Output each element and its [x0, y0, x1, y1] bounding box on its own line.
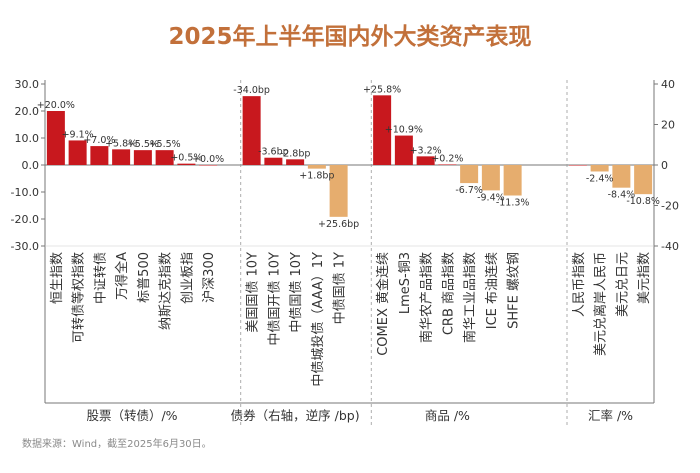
- category-label: CRB 商品指数: [441, 252, 456, 335]
- data-label: +20.0%: [37, 100, 75, 111]
- right-tick-label: -40: [661, 240, 679, 253]
- data-label: +5.8%: [105, 138, 137, 149]
- category-label: 纳斯达克指数: [159, 252, 174, 330]
- data-label: +0.0%: [192, 154, 224, 165]
- category-label: 中债国债 1Y: [333, 252, 348, 324]
- left-tick-label: -20.0: [11, 213, 39, 226]
- data-label: +9.1%: [62, 129, 94, 140]
- category-label: 中债国债 10Y: [289, 252, 304, 333]
- bar: [373, 95, 392, 165]
- bar: [612, 165, 631, 188]
- bar: [90, 146, 109, 165]
- data-label: -11.3%: [496, 198, 530, 209]
- bar: [481, 165, 500, 191]
- category-label: 南华工业品指数: [462, 252, 478, 343]
- bar: [46, 111, 65, 165]
- data-label: +5.5%: [127, 139, 159, 150]
- group-label: 股票（转债）/%: [86, 408, 177, 423]
- category-label: 万得全A: [114, 252, 130, 300]
- bar: [68, 140, 87, 165]
- category-label: 美元兑日元: [615, 252, 630, 317]
- source-note: 数据来源：Wind，截至2025年6月30日。: [22, 437, 212, 450]
- left-tick-label: 30.0: [15, 78, 40, 91]
- bar: [177, 163, 196, 165]
- category-label: SHFE 螺纹钢: [507, 252, 522, 329]
- data-label: -8.4%: [608, 190, 636, 201]
- left-tick-label: -10.0: [11, 186, 39, 199]
- data-label: -10.8%: [626, 196, 660, 207]
- category-label: 沪深300: [201, 252, 217, 303]
- category-label: 美元兑离岸人民币: [593, 252, 609, 356]
- bar: [590, 165, 609, 172]
- data-label: -6.7%: [455, 185, 483, 196]
- left-tick-label: 10.0: [15, 132, 40, 145]
- bar: [264, 157, 283, 165]
- bars: [46, 95, 653, 217]
- bar: [503, 165, 522, 196]
- right-tick-label: 40: [661, 78, 675, 91]
- group-label: 债券（右轴，逆序 /bp): [231, 408, 360, 423]
- category-label: 美元指数: [637, 252, 652, 304]
- data-label: -3.6bp: [258, 147, 289, 158]
- data-label: +5.5%: [149, 139, 181, 150]
- data-label: +1.8bp: [299, 171, 334, 182]
- left-tick-label: -30.0: [11, 240, 39, 253]
- category-label: LmeS-铜3: [398, 252, 413, 314]
- bar: [460, 165, 479, 184]
- bar: [286, 159, 305, 165]
- group-labels: 股票（转债）/% 债券（右轴，逆序 /bp) 商品 /% 汇率 /%: [86, 408, 633, 423]
- bar: [634, 165, 653, 195]
- data-label: -9.4%: [477, 192, 505, 203]
- category-label: 恒生指数: [50, 252, 65, 304]
- data-label: -34.0bp: [233, 85, 270, 96]
- category-label: 标普500: [137, 252, 152, 303]
- right-tick-label: 0: [661, 159, 668, 172]
- bar: [155, 150, 174, 165]
- category-label: 创业板指: [180, 252, 195, 304]
- group-label: 汇率 /%: [588, 408, 633, 423]
- category-labels: 恒生指数 可转债等权指数 中证转债 万得全A 标普500 纳斯达克指数 创业板指 沪深300 美…: [50, 252, 652, 387]
- right-tick-label: -20: [661, 200, 679, 213]
- group-label: 商品 /%: [425, 408, 470, 423]
- bar: [329, 165, 348, 217]
- bar: [394, 135, 413, 165]
- category-label: 中债城投债（AAA）1Y: [310, 252, 326, 387]
- data-label: -2.4%: [586, 173, 614, 184]
- category-label: 可转债等权指数: [71, 252, 87, 343]
- bar: [112, 149, 131, 165]
- data-label: +25.6bp: [318, 219, 359, 230]
- data-label: +7.0%: [83, 135, 115, 146]
- data-label: +0.5%: [170, 153, 202, 164]
- bar: [199, 165, 218, 166]
- data-label: +25.8%: [363, 84, 401, 95]
- left-tick-label: 0.0: [22, 159, 40, 172]
- right-tick-label: 20: [661, 119, 675, 132]
- data-labels: +20.0%+9.1%+7.0%+5.8%+5.5%+5.5%+0.5%+0.0…: [37, 84, 660, 230]
- bar: [416, 156, 435, 165]
- category-label: 人民币指数: [572, 252, 587, 317]
- bar: [568, 165, 587, 166]
- bar: [242, 96, 261, 165]
- category-label: 中债国开债 10Y: [267, 252, 282, 346]
- category-label: COMEX 黄金连续: [375, 252, 391, 356]
- category-label: 南华农产品指数: [419, 252, 435, 343]
- data-label: +10.9%: [385, 125, 423, 136]
- data-label: +3.2%: [410, 145, 442, 156]
- chart-title: 2025年上半年国内外大类资产表现: [168, 23, 531, 50]
- data-label: +0.2%: [431, 153, 463, 164]
- bar: [307, 165, 326, 169]
- bar: [438, 164, 457, 165]
- left-tick-label: 20.0: [15, 105, 40, 118]
- category-label: 美国国债 10Y: [246, 252, 261, 333]
- bar: [133, 150, 152, 165]
- data-label: -2.8bp: [280, 148, 311, 159]
- category-label: 中证转债: [93, 252, 108, 304]
- category-label: ICE 布油连续: [484, 252, 500, 329]
